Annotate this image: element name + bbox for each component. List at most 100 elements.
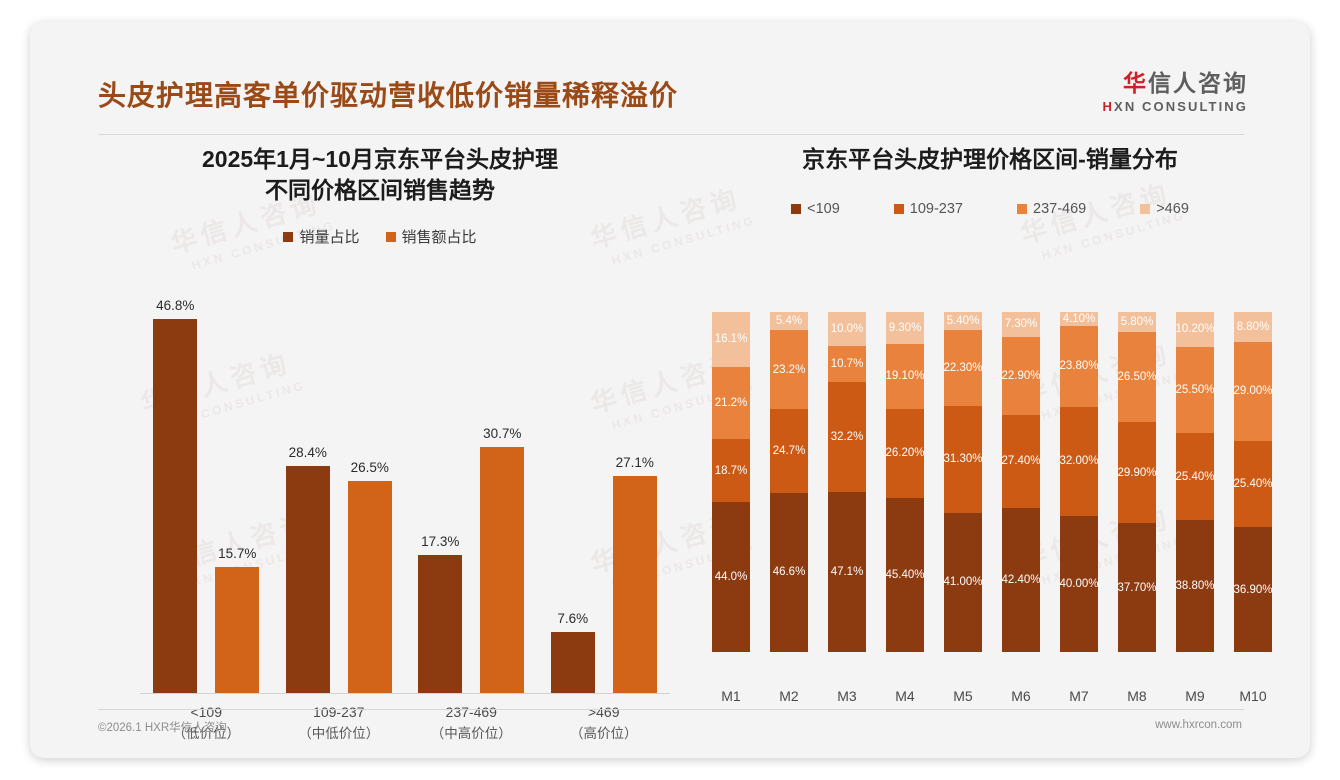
stacked-bar-segment[interactable]: 23.2% — [770, 330, 808, 410]
stacked-bar-segment[interactable]: 25.40% — [1234, 440, 1273, 527]
bar-group: 7.6% 27.1% — [550, 295, 657, 693]
bar-column[interactable]: 15.7% — [215, 295, 260, 693]
bar-column[interactable]: 30.7% — [480, 295, 525, 693]
stacked-bar-column[interactable]: 16.1% 21.2% 18.7% 44.0% — [712, 312, 750, 682]
bar[interactable] — [550, 631, 595, 693]
stacked-bar-segment[interactable]: 9.30% — [886, 312, 924, 344]
stacked-bar-segment[interactable]: 29.90% — [1118, 421, 1157, 524]
left-chart-bars: 46.8% 15.7% 28.4% 26.5% 17.3% 30.7% 7.6% 27.1% — [140, 295, 670, 693]
stacked-bar-segment[interactable]: 37.70% — [1118, 523, 1157, 652]
stacked-bar-column[interactable]: 10.20% 25.50% 25.40% 38.80% — [1176, 312, 1215, 682]
stacked-bar-segment[interactable]: 10.0% — [828, 312, 866, 346]
stacked-bar-column[interactable]: 10.0% 10.7% 32.2% 47.1% — [828, 312, 866, 682]
stacked-bar-segment[interactable]: 5.80% — [1118, 312, 1156, 332]
stacked-bar-segment[interactable]: 44.0% — [712, 502, 750, 652]
stacked-bar-segment[interactable]: 47.1% — [828, 491, 866, 652]
stacked-bar-segment[interactable]: 22.30% — [944, 330, 983, 407]
bar-column[interactable]: 17.3% — [418, 295, 463, 693]
stacked-bar-column[interactable]: 5.4% 23.2% 24.7% 46.6% — [770, 312, 808, 682]
stacked-bar-column[interactable]: 5.40% 22.30% 31.30% 41.00% — [944, 312, 983, 682]
bar[interactable] — [347, 480, 392, 693]
bar-column[interactable]: 28.4% — [285, 295, 330, 693]
stacked-bar-column[interactable]: 4.10% 23.80% 32.00% 40.00% — [1060, 312, 1099, 682]
stacked-bar-segment[interactable]: 32.2% — [828, 382, 866, 492]
bar-column[interactable]: 7.6% — [550, 295, 595, 693]
legend-item[interactable]: <109 — [791, 201, 840, 217]
stacked-bar-segment[interactable]: 38.80% — [1176, 519, 1215, 652]
stacked-bar-segment[interactable]: 5.4% — [770, 312, 808, 331]
legend-item[interactable]: 237-469 — [1017, 201, 1086, 217]
xaxis-label: M2 — [779, 688, 799, 704]
bar-value-label: 27.1% — [615, 454, 654, 470]
stacked-bar-column[interactable]: 9.30% 19.10% 26.20% 45.40% — [886, 312, 925, 682]
stacked-bar-segment[interactable]: 29.00% — [1234, 341, 1273, 441]
stacked-bar-segment[interactable]: 8.80% — [1234, 312, 1272, 342]
bar[interactable] — [612, 475, 657, 693]
legend-item[interactable]: >469 — [1140, 201, 1189, 217]
stacked-bar-segment[interactable]: 42.40% — [1002, 507, 1041, 652]
stacked-bar-segment[interactable]: 26.50% — [1118, 331, 1157, 422]
footer-divider — [98, 709, 1244, 710]
bar-group: 46.8% 15.7% — [153, 295, 260, 693]
xaxis-label-tier: （低价位） — [172, 726, 241, 741]
left-chart-xaxis-labels: <109 （低价位） 109-237 （中低价位） 237-469 （中高价位） >469 （… — [140, 702, 670, 744]
stacked-bar-segment[interactable]: 18.7% — [712, 438, 750, 503]
stacked-bar-segment[interactable]: 26.20% — [886, 408, 925, 498]
stacked-bar-segment[interactable]: 25.50% — [1176, 346, 1215, 434]
stacked-bar-column[interactable]: 5.80% 26.50% 29.90% 37.70% — [1118, 312, 1157, 682]
bar[interactable] — [215, 566, 260, 693]
legend-item[interactable]: 109-237 — [893, 201, 963, 217]
xaxis-label-range: <109 — [190, 704, 223, 720]
stacked-bar-segment[interactable]: 4.10% — [1060, 312, 1098, 326]
bar[interactable] — [480, 446, 525, 693]
bar-group: 17.3% 30.7% — [418, 295, 525, 693]
stacked-bar-segment[interactable]: 24.7% — [770, 409, 808, 494]
bar[interactable] — [285, 465, 330, 693]
brand-logo: 华信人咨询 HXN CONSULTING — [1103, 70, 1248, 114]
stacked-bar-segment[interactable]: 41.00% — [944, 512, 983, 652]
stacked-bar-segment[interactable]: 46.6% — [770, 493, 808, 652]
bar-column[interactable]: 26.5% — [347, 295, 392, 693]
stacked-bar-segment[interactable]: 22.90% — [1002, 336, 1041, 415]
stacked-bar-segment[interactable]: 19.10% — [886, 343, 925, 409]
legend-item[interactable]: 销量占比 — [283, 226, 360, 247]
stacked-bar-segment[interactable]: 5.40% — [944, 312, 982, 331]
left-chart-legend: 销量占比 销售额占比 — [70, 226, 690, 247]
stacked-bar-segment[interactable]: 40.00% — [1060, 515, 1099, 652]
bar[interactable] — [153, 318, 198, 693]
legend-item[interactable]: 销售额占比 — [385, 226, 477, 247]
stacked-bar-segment[interactable]: 23.80% — [1060, 325, 1099, 407]
stacked-bar-segment[interactable]: 16.1% — [712, 312, 750, 367]
left-chart-panel: 2025年1月~10月京东平台头皮护理 不同价格区间销售趋势 销量占比 销售额占… — [70, 122, 690, 741]
brand-logo-en-rest: XN CONSULTING — [1114, 99, 1248, 114]
legend-swatch-icon — [1017, 204, 1027, 214]
bar-column[interactable]: 46.8% — [153, 295, 198, 693]
stacked-bar-segment[interactable]: 25.40% — [1176, 433, 1215, 520]
xaxis-label: <109 （低价位） — [151, 702, 261, 744]
xaxis-label: M10 — [1239, 688, 1267, 704]
stacked-bar-segment[interactable]: 7.30% — [1002, 312, 1040, 337]
xaxis-label-tier: （中低价位） — [298, 726, 380, 741]
xaxis-label: 237-469 （中高价位） — [416, 702, 526, 744]
legend-swatch-icon — [791, 204, 802, 214]
right-chart-panel: 京东平台头皮护理价格区间-销量分布 <109 109-237 237-469 >469… — [690, 122, 1290, 722]
legend-label: >469 — [1156, 201, 1189, 217]
stacked-bar-segment[interactable]: 45.40% — [886, 497, 925, 652]
legend-label: 109-237 — [909, 201, 963, 217]
xaxis-label: M8 — [1127, 688, 1147, 704]
bar-group: 28.4% 26.5% — [285, 295, 392, 693]
stacked-bar-segment[interactable]: 32.00% — [1060, 406, 1099, 516]
bar-value-label: 46.8% — [156, 297, 195, 313]
left-chart-title-line2: 不同价格区间销售趋势 — [265, 177, 495, 203]
stacked-bar-segment[interactable]: 10.20% — [1176, 312, 1215, 347]
bar-column[interactable]: 27.1% — [612, 295, 657, 693]
stacked-bar-segment[interactable]: 31.30% — [944, 406, 983, 513]
stacked-bar-column[interactable]: 8.80% 29.00% 25.40% 36.90% — [1234, 312, 1273, 682]
stacked-bar-segment[interactable]: 21.2% — [712, 366, 750, 439]
stacked-bar-segment[interactable]: 36.90% — [1234, 526, 1273, 653]
stacked-bar-segment[interactable]: 27.40% — [1002, 414, 1041, 508]
stacked-bar-column[interactable]: 7.30% 22.90% 27.40% 42.40% — [1002, 312, 1041, 682]
bar[interactable] — [418, 554, 463, 693]
stacked-bar-segment[interactable]: 10.7% — [828, 346, 866, 383]
